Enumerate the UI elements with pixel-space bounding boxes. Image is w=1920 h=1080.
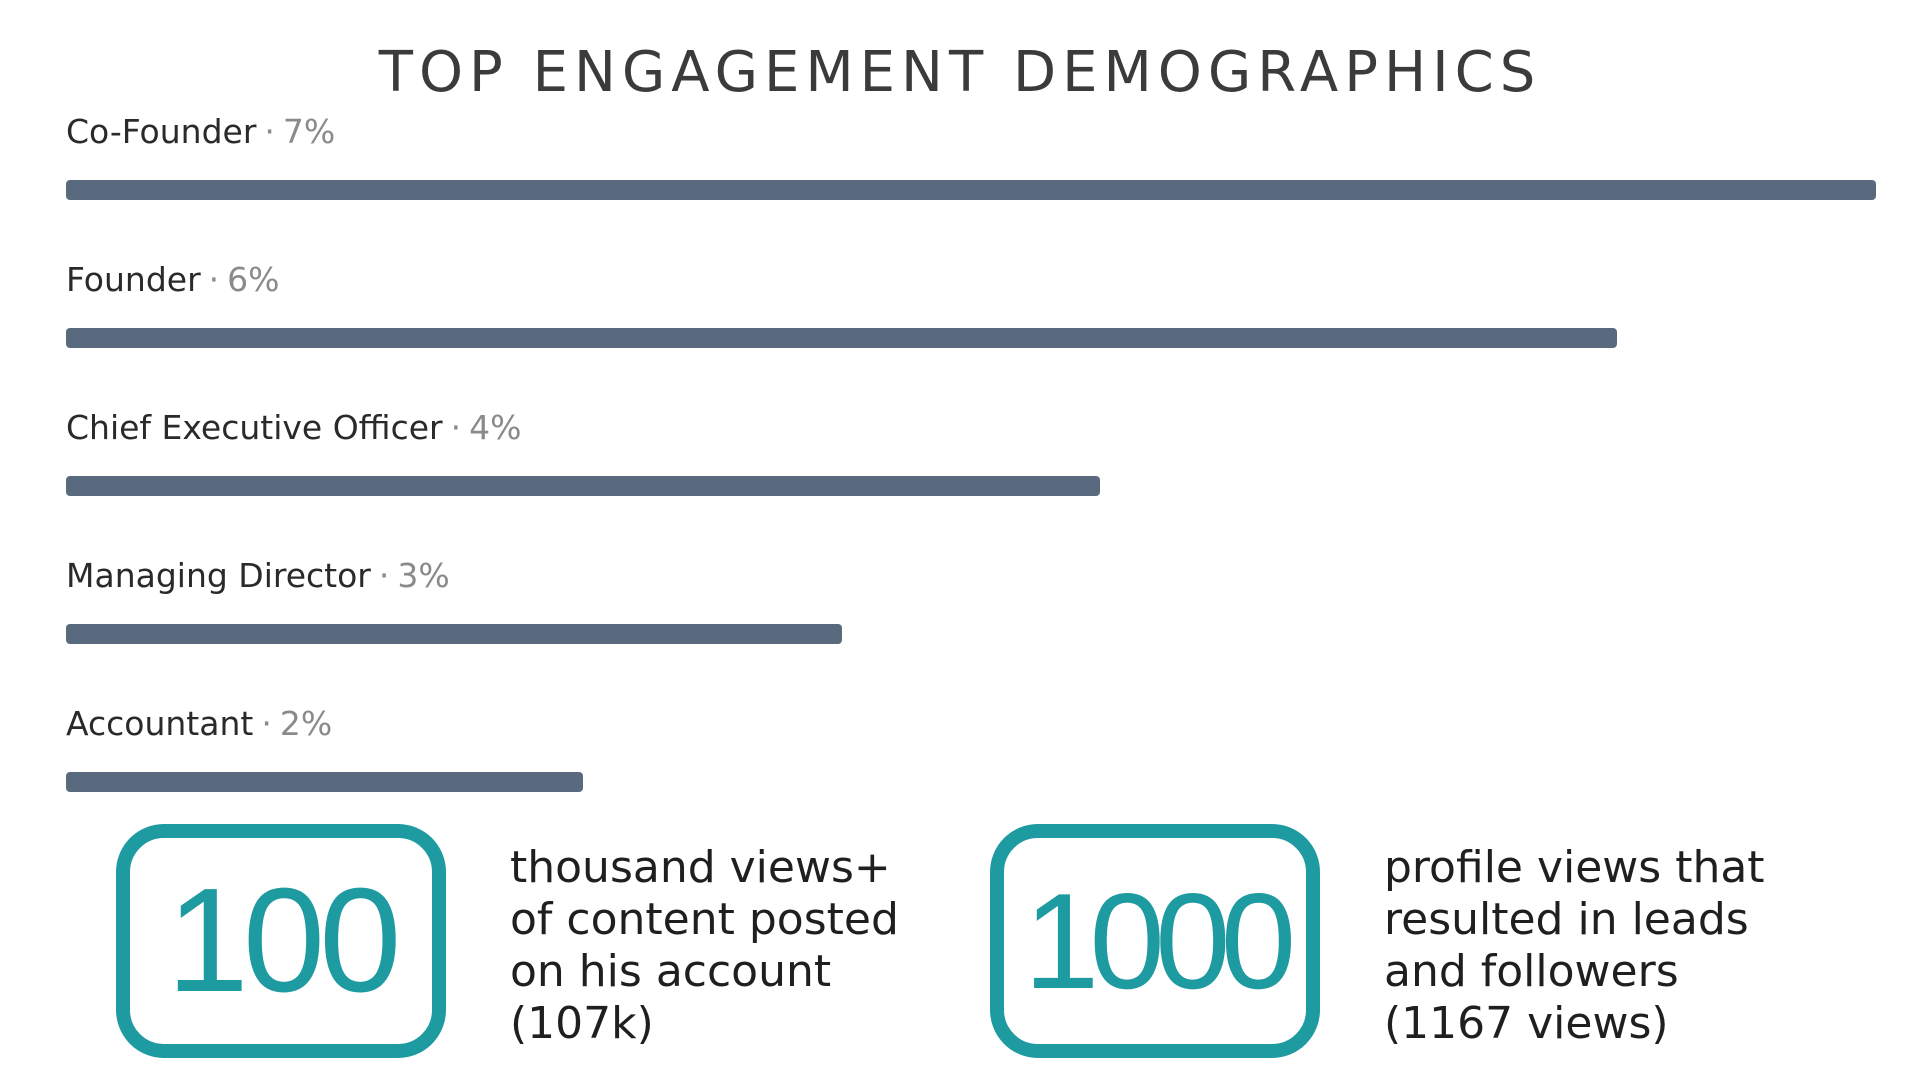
bar-track [66,328,1876,348]
chart-row: Managing Director · 3% [66,556,1876,676]
bar [66,328,1618,348]
category-label: Managing Director [66,556,371,595]
value-label: 2% [279,704,333,743]
bar [66,772,584,792]
chart-row: Founder · 6% [66,260,1876,380]
bar [66,624,842,644]
stat-number-profile-views: 1000 [1023,865,1297,1017]
stat-description-line: (107k) [510,998,654,1049]
stat-number-views: 100 [166,858,402,1023]
value-label: 3% [397,556,450,595]
chart-title: TOP ENGAGEMENT DEMOGRAPHICS [378,40,1542,105]
bar-label: Chief Executive Officer · 4% [66,408,521,447]
bar-label: Accountant · 2% [66,704,332,743]
bar-track [66,624,1876,644]
category-label: Accountant [66,704,254,743]
separator-dot: · [450,408,462,447]
stat-description-line: on his account [510,946,832,997]
stat-box-views: 100 [116,824,446,1058]
bar-track [66,476,1876,496]
stat-box-profile-views: 1000 [990,824,1320,1058]
stat-description-line: and followers [1384,946,1679,997]
category-label: Founder [66,260,201,299]
stat-description-line: thousand views+ [510,842,891,893]
category-label: Chief Executive Officer [66,408,443,447]
chart-row: Accountant · 2% [66,704,1876,824]
bar-label: Managing Director · 3% [66,556,450,595]
bar-label: Co-Founder · 7% [66,112,335,151]
stat-description-line: profile views that [1384,842,1765,893]
stat-description-views: thousand views+ of content posted on his… [510,842,899,1050]
value-label: 6% [227,260,280,299]
stat-description-line: resulted in leads [1384,894,1749,945]
stat-description-line: of content posted [510,894,899,945]
bar [66,180,1876,200]
bar [66,476,1101,496]
stat-description-line: (1167 views) [1384,998,1669,1049]
chart-row: Chief Executive Officer · 4% [66,408,1876,528]
category-label: Co-Founder [66,112,257,151]
horizontal-bar-chart: Co-Founder · 7% Founder · 6% Chief Executive O… [66,112,1876,802]
bar-track [66,772,1876,792]
bar-label: Founder · 6% [66,260,280,299]
separator-dot: · [261,704,272,743]
separator-dot: · [264,112,275,151]
stat-description-profile-views: profile views that resulted in leads and… [1384,842,1765,1050]
value-label: 4% [469,408,522,447]
value-label: 7% [282,112,336,151]
separator-dot: · [378,556,390,595]
bar-track [66,180,1876,200]
chart-row: Co-Founder · 7% [66,112,1876,232]
separator-dot: · [208,260,220,299]
